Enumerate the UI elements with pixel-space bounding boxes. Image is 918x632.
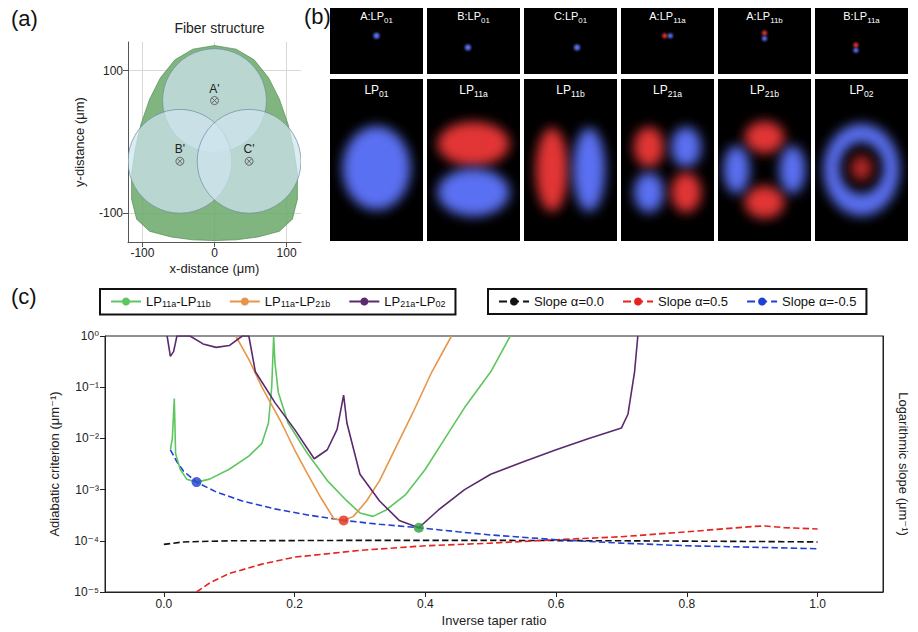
svg-text:21b: 21b (315, 299, 330, 309)
svg-text:100: 100 (277, 246, 297, 260)
svg-text:LP: LP (265, 294, 281, 309)
svg-text:C:LP01: C:LP01 (554, 10, 587, 25)
svg-text:Slope α=0.5: Slope α=0.5 (658, 294, 728, 309)
svg-text:B': B' (175, 142, 185, 156)
svg-text:Adiabatic criterion (μm⁻¹): Adiabatic criterion (μm⁻¹) (47, 391, 62, 536)
svg-text:A:LP01: A:LP01 (360, 10, 393, 25)
svg-text:1.0: 1.0 (809, 597, 826, 611)
svg-text:Fiber structure: Fiber structure (174, 20, 264, 36)
svg-text:C': C' (244, 142, 255, 156)
svg-text:0.2: 0.2 (286, 597, 303, 611)
svg-text:-100: -100 (99, 206, 123, 220)
svg-text:y-distance (μm): y-distance (μm) (72, 97, 87, 187)
svg-text:A:LP11b: A:LP11b (746, 10, 783, 25)
svg-text:0: 0 (211, 246, 218, 260)
svg-text:LP: LP (146, 294, 162, 309)
svg-text:Slope α=0.0: Slope α=0.0 (534, 294, 604, 309)
svg-text:11b: 11b (196, 299, 210, 309)
svg-text:A:LP11a: A:LP11a (649, 10, 686, 25)
svg-text:LP11b: LP11b (556, 83, 585, 99)
svg-text:11a: 11a (281, 299, 295, 309)
svg-text:(a): (a) (11, 6, 38, 31)
svg-text:10⁻²: 10⁻² (75, 431, 99, 445)
svg-text:LP: LP (384, 294, 400, 309)
svg-text:B:LP11a: B:LP11a (843, 10, 880, 25)
svg-text:10⁰: 10⁰ (81, 329, 99, 343)
svg-text:x-distance (μm): x-distance (μm) (170, 261, 260, 276)
svg-text:10⁻³: 10⁻³ (75, 483, 99, 497)
svg-text:0.4: 0.4 (417, 597, 434, 611)
svg-text:LP01: LP01 (364, 83, 388, 99)
svg-text:LP11a: LP11a (459, 83, 488, 99)
svg-text:11a: 11a (162, 299, 176, 309)
svg-text:A': A' (209, 82, 219, 96)
svg-text:0.0: 0.0 (155, 597, 172, 611)
svg-text:LP21a: LP21a (653, 83, 682, 99)
svg-text:-100: -100 (130, 246, 154, 260)
svg-text:0.6: 0.6 (548, 597, 565, 611)
svg-text:10⁻⁴: 10⁻⁴ (74, 534, 99, 548)
svg-text:LP02: LP02 (849, 83, 873, 99)
svg-text:(c): (c) (11, 284, 37, 309)
svg-text:LP21b: LP21b (750, 83, 779, 99)
svg-text:-LP: -LP (295, 294, 315, 309)
svg-text:10⁻¹: 10⁻¹ (75, 380, 99, 394)
svg-text:Logarithmic slope (μm⁻¹): Logarithmic slope (μm⁻¹) (896, 392, 911, 536)
svg-text:02: 02 (435, 299, 445, 309)
svg-text:Slope α=-0.5: Slope α=-0.5 (782, 294, 856, 309)
svg-text:100: 100 (103, 64, 123, 78)
svg-text:10⁻⁵: 10⁻⁵ (74, 585, 99, 599)
html-text:(b): (b) (304, 4, 331, 29)
svg-text:0.8: 0.8 (679, 597, 696, 611)
svg-text:-LP: -LP (415, 294, 435, 309)
svg-text:21a: 21a (400, 299, 415, 309)
svg-text:B:LP01: B:LP01 (457, 10, 490, 25)
svg-text:Inverse taper ratio: Inverse taper ratio (442, 613, 547, 628)
svg-text:-LP: -LP (176, 294, 196, 309)
